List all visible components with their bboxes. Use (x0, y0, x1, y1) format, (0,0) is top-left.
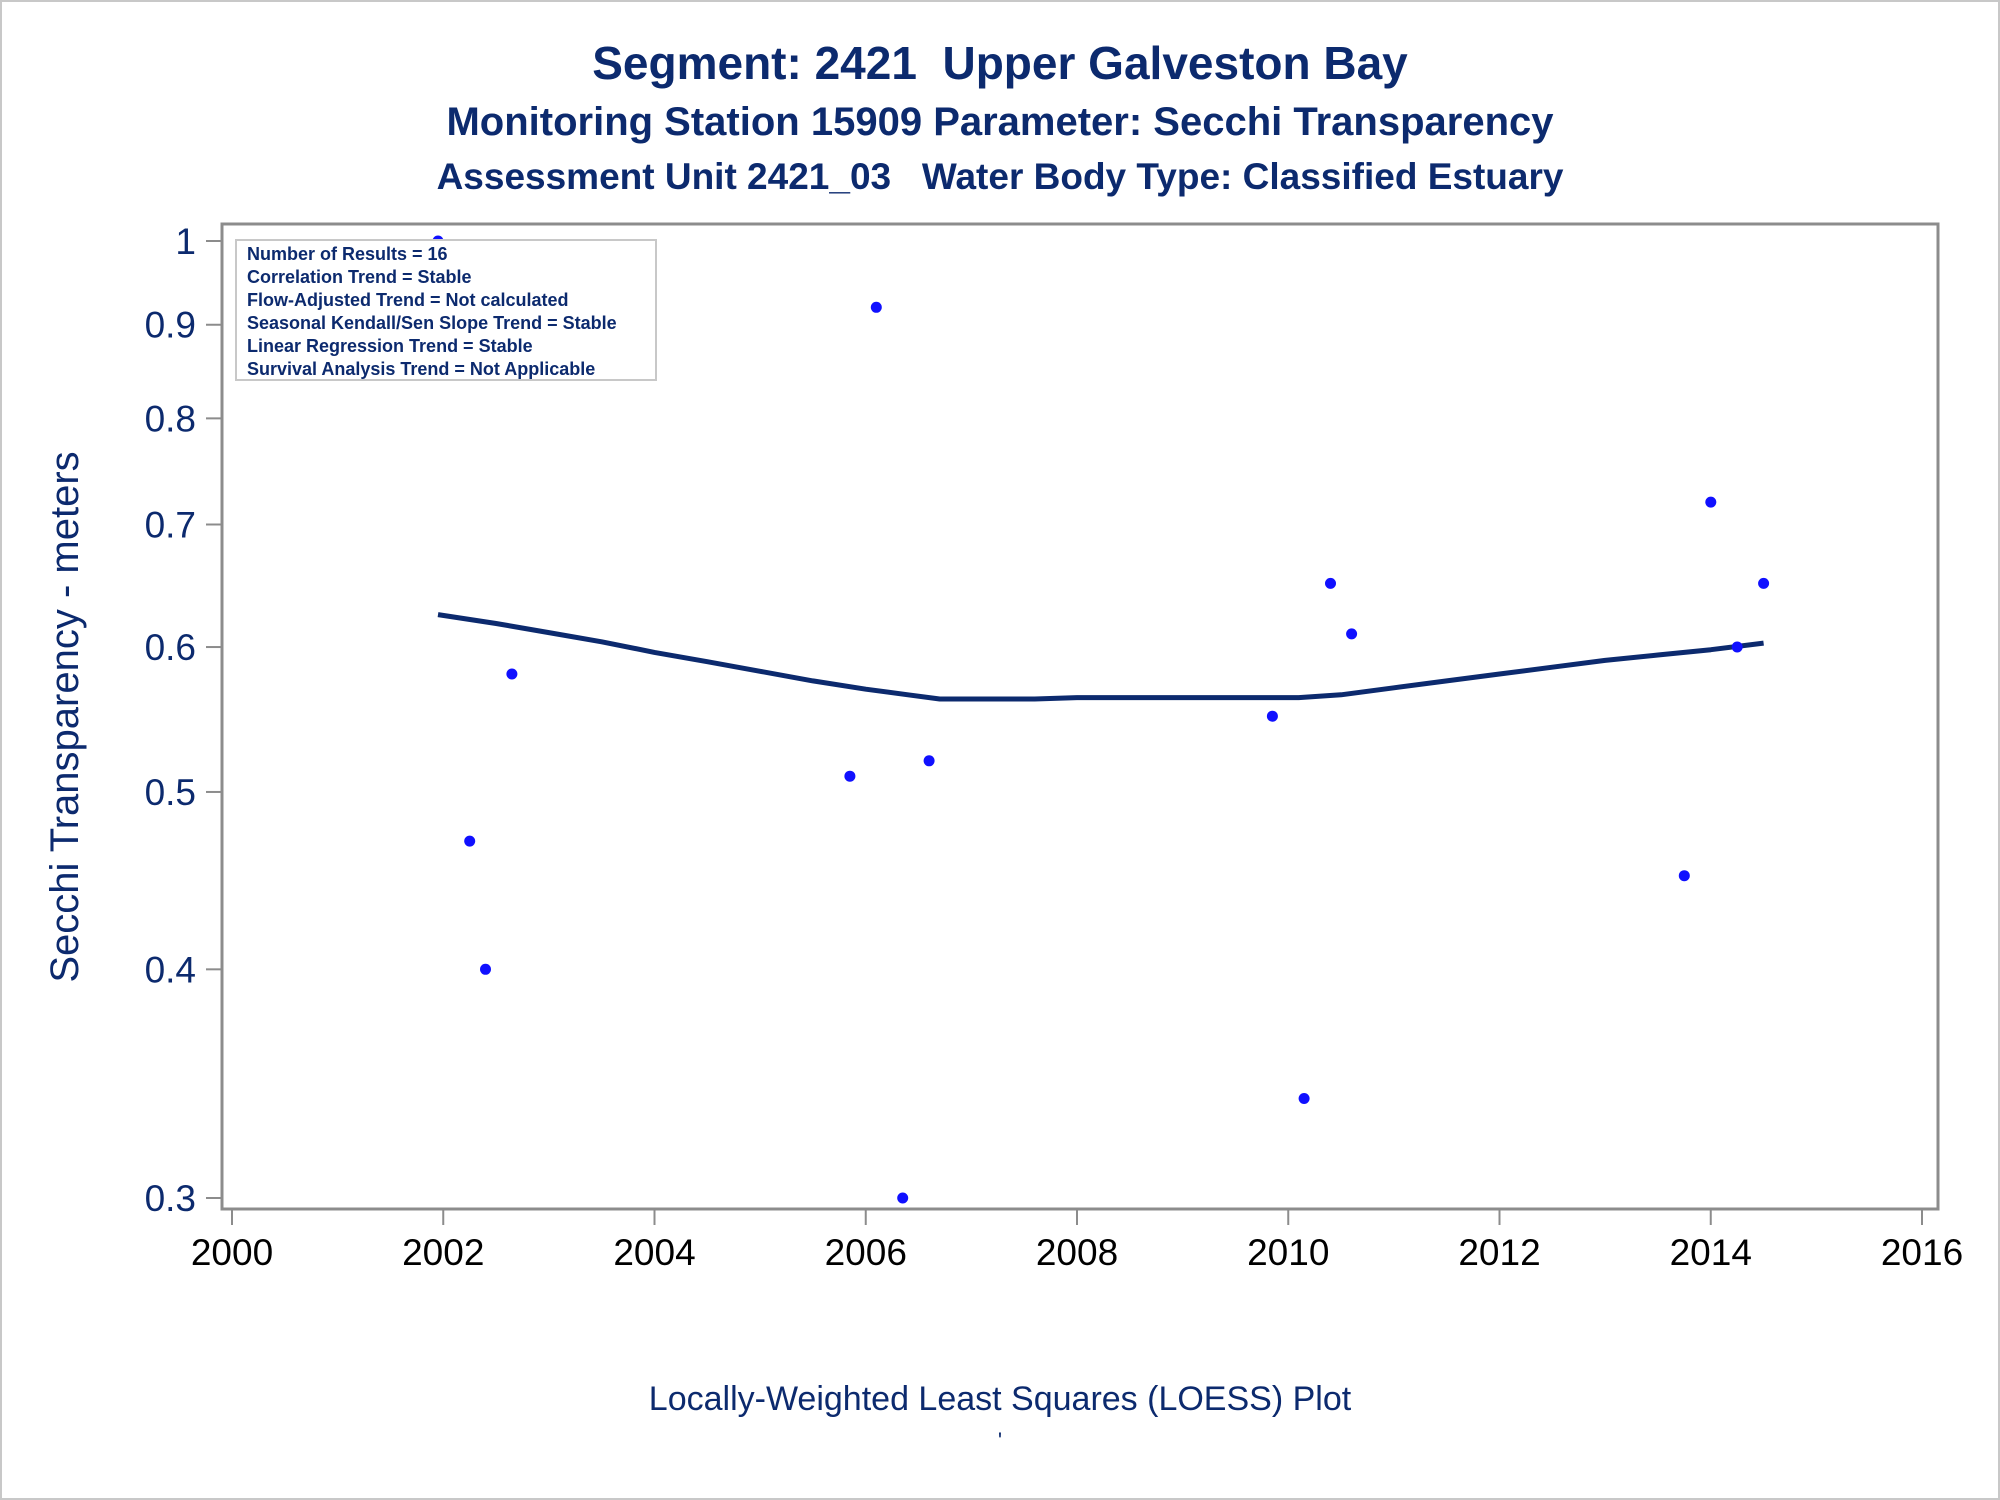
stats-line: Seasonal Kendall/Sen Slope Trend = Stabl… (247, 313, 617, 333)
y-tick-label: 0.5 (145, 772, 196, 813)
chart-subtitle-station: Monitoring Station 15909 Parameter: Secc… (446, 100, 1554, 144)
data-point (1325, 577, 1336, 589)
data-point (480, 963, 491, 975)
data-point (1678, 870, 1690, 882)
x-tick-label: 2002 (402, 1232, 484, 1273)
plot-footnote: Locally-Weighted Least Squares (LOESS) P… (648, 1380, 1352, 1418)
stats-line: Number of Results = 16 (247, 244, 448, 264)
stats-line: Survival Analysis Trend = Not Applicable (247, 359, 595, 379)
x-tick-label: 2016 (1881, 1232, 1963, 1273)
data-point (1705, 496, 1717, 508)
data-point (1298, 1093, 1310, 1104)
x-tick-label: 2012 (1458, 1232, 1540, 1273)
y-tick-label: 1 (175, 221, 196, 262)
plot-axes: 0.3 0.4 0.5 0.6 0.7 0.8 0.9 1 2000 2002 2004 2006 20… (43, 221, 1963, 1273)
loess-line (437, 612, 1764, 702)
x-tick-label: 2004 (613, 1232, 695, 1273)
x-tick-label: 2014 (1670, 1232, 1752, 1273)
stats-line: Linear Regression Trend = Stable (247, 336, 533, 356)
chart-title: Segment: 2421 Upper Galveston Bay (592, 37, 1408, 89)
data-point (897, 1192, 909, 1204)
stats-line: Correlation Trend = Stable (247, 267, 472, 287)
y-tick-label: 0.8 (145, 398, 196, 439)
stats-box-border (235, 239, 657, 381)
data-point (1346, 628, 1358, 640)
y-tick-label: 0.6 (145, 627, 196, 668)
data-point (506, 668, 518, 680)
y-tick-label: 0.9 (145, 305, 196, 346)
data-point (923, 755, 935, 767)
data-point (1758, 577, 1770, 589)
x-tick-label: 2008 (1036, 1232, 1118, 1273)
plot-area-border (220, 222, 1940, 1211)
data-point (464, 835, 476, 847)
y-tick-label: 0.3 (145, 1178, 196, 1219)
data-point (1731, 641, 1743, 653)
y-axis-label: Secchi Transparency - meters (43, 451, 87, 982)
x-tick-label: 2006 (825, 1232, 907, 1273)
stats-line: Flow-Adjusted Trend = Not calculated (247, 290, 569, 310)
data-point (870, 301, 882, 313)
data-point (1266, 710, 1278, 722)
stats-box: Number of Results = 16 Correlation Trend … (235, 239, 657, 381)
loess-series (437, 612, 1764, 702)
x-tick-label: 2000 (191, 1232, 273, 1273)
data-point (844, 770, 856, 782)
footnote-mark: ' (997, 1428, 1003, 1453)
chart-subtitle-assessment-unit: Assessment Unit 2421_03 Water Body Type:… (436, 156, 1564, 197)
y-tick-label: 0.7 (145, 505, 196, 546)
y-tick-label: 0.4 (145, 949, 196, 990)
x-tick-label: 2010 (1247, 1232, 1329, 1273)
